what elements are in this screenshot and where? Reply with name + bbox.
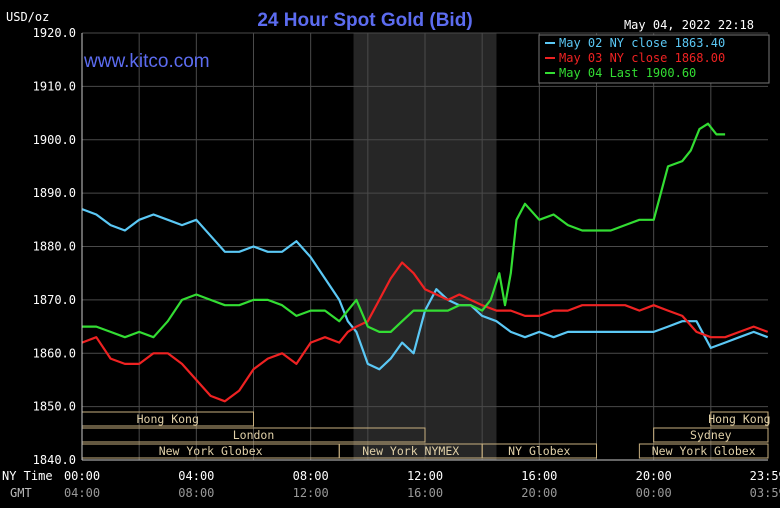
y-tick-label: 1840.0 [33,453,76,467]
chart-title: 24 Hour Spot Gold (Bid) [257,10,472,31]
series-line-2 [81,261,769,403]
x-tick-label-ny: 12:00 [407,469,443,483]
market-session-box [481,443,597,459]
x-tick-label-ny: 16:00 [521,469,557,483]
y-tick-label: 1870.0 [33,293,76,307]
y-axis-label: USD/oz [6,10,49,24]
market-session-label: Hong Kong [137,412,199,426]
series-line-1 [81,208,769,371]
market-session-box [710,411,769,427]
x-tick-label-ny: 04:00 [178,469,214,483]
legend-entry: May 03 NY close 1868.00 [559,51,725,65]
x-tick-label-gmt: 00:00 [636,486,672,500]
x-tick-label-ny: 00:00 [64,469,100,483]
x-tick-label-gmt: 04:00 [64,486,100,500]
y-tick-label: 1860.0 [33,346,76,360]
x-tick-label-gmt: 12:00 [293,486,329,500]
y-tick-label: 1900.0 [33,133,76,147]
x-tick-label-gmt: 16:00 [407,486,443,500]
market-session-label: Hong Kong [708,412,770,426]
market-session-label: NY Globex [508,444,570,458]
x-tick-label-gmt: 03:59 [750,486,780,500]
market-session-label: New York Globex [652,444,756,458]
legend-entry: May 04 Last 1900.60 [559,66,696,80]
y-tick-label: 1910.0 [33,79,76,93]
market-session-label: New York NYMEX [362,444,459,458]
market-session-label: London [233,428,275,442]
market-session-box [653,427,769,443]
timestamp: May 04, 2022 22:18 [624,18,754,32]
x-tick-label-ny: 23:59 [750,469,780,483]
x-tick-label-ny: 20:00 [636,469,672,483]
x-gmt-label: GMT [10,486,32,500]
x-tick-label-gmt: 08:00 [178,486,214,500]
x-ny-label: NY Time [2,469,53,483]
legend-box [538,34,770,84]
y-tick-label: 1920.0 [33,26,76,40]
market-session-label: Sydney [690,428,732,442]
watermark: www.kitco.com [83,51,210,72]
market-session-box [638,443,769,459]
y-tick-label: 1850.0 [33,400,76,414]
market-session-label: New York Globex [159,444,263,458]
x-tick-label-ny: 08:00 [293,469,329,483]
x-tick-label-gmt: 20:00 [521,486,557,500]
legend-entry: May 02 NY close 1863.40 [559,36,725,50]
y-tick-label: 1890.0 [33,186,76,200]
series-line-3 [82,122,726,339]
y-tick-label: 1880.0 [33,240,76,254]
